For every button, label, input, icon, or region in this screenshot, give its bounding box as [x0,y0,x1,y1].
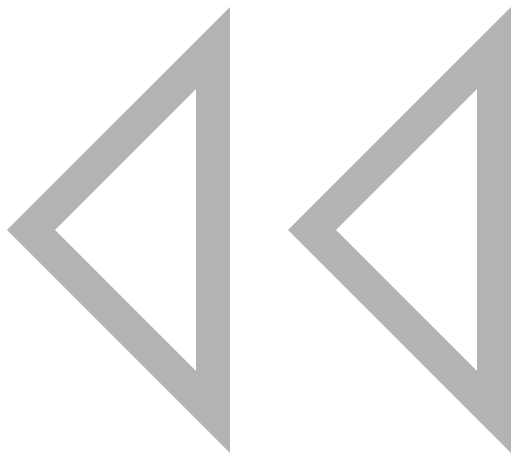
right-triangle-icon [287,6,511,454]
left-triangle-icon [6,6,230,454]
